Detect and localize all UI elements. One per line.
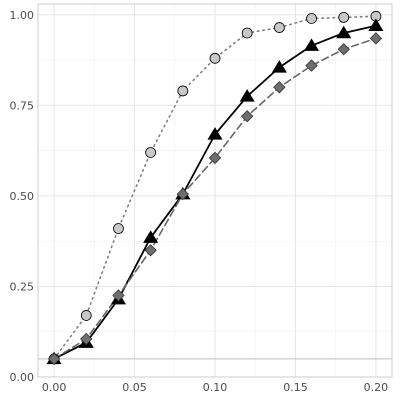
data-point [273,22,285,33]
data-point [304,38,320,51]
x-tick-label: 0.05 [122,381,147,394]
data-point [209,52,221,64]
data-point [273,81,286,94]
data-point [369,32,383,45]
data-point [305,59,318,72]
data-point [337,43,350,56]
y-tick-label: 0.00 [10,371,35,384]
data-point [338,11,350,23]
data-point [176,187,189,201]
y-tick-label: 0.50 [10,190,35,203]
data-point [145,147,157,158]
data-point [144,244,157,257]
data-point [241,27,253,39]
data-point [47,352,61,366]
data-point [112,289,125,302]
data-point [241,110,254,123]
data-point [208,151,222,165]
data-point [271,60,287,73]
data-point [306,13,317,24]
panel-border [37,3,393,378]
series-group [46,10,384,366]
x-tick-label: 0.20 [364,381,389,394]
data-point [80,310,92,321]
axis-labels: 0.00 0.05 0.10 0.15 0.20 0.00 0.25 0.50 0.75 1.00 [10,9,389,394]
y-tick-label: 0.75 [10,99,35,112]
data-point [113,223,124,234]
x-tick-label: 0.15 [283,381,308,394]
data-point [80,332,93,346]
x-tick-label: 0.00 [42,381,67,394]
data-point [239,89,255,102]
data-point [177,85,189,97]
series-circle [53,15,377,360]
series-line-circle [53,15,377,360]
data-point [368,18,384,32]
data-point [143,230,159,243]
markers-diamond [47,32,383,366]
y-tick-label: 1.00 [10,9,35,22]
data-point [207,127,223,140]
y-tick-label: 0.25 [10,280,35,293]
data-point [336,25,352,39]
x-tick-label: 0.10 [203,381,228,394]
